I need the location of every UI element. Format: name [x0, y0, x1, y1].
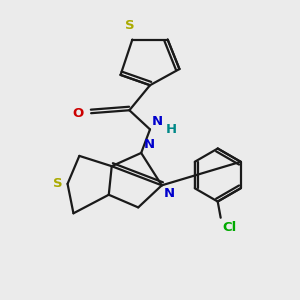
Text: O: O: [73, 107, 84, 120]
Text: N: N: [152, 115, 163, 128]
Text: H: H: [165, 123, 176, 136]
Text: N: N: [164, 187, 175, 200]
Text: N: N: [144, 139, 155, 152]
Text: Cl: Cl: [222, 221, 236, 234]
Text: S: S: [124, 19, 134, 32]
Text: S: S: [52, 177, 62, 190]
